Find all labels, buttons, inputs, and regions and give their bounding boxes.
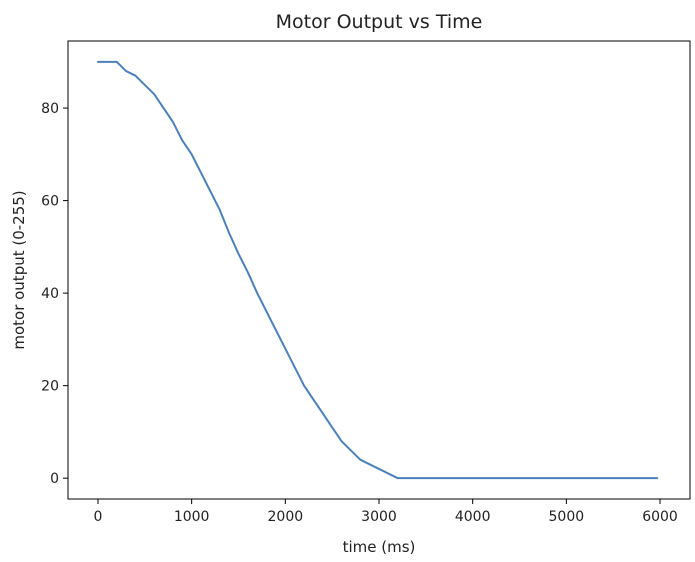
x-tick-label: 3000	[361, 509, 397, 525]
y-axis: 0 20 40 60 80	[41, 101, 68, 487]
y-tick-label: 40	[41, 286, 59, 302]
y-tick-label: 0	[50, 471, 59, 487]
x-axis-label: time (ms)	[343, 538, 416, 556]
x-tick-label: 5000	[549, 509, 585, 525]
y-tick-label: 80	[41, 101, 59, 117]
series-line	[96, 60, 659, 480]
x-axis: 0 1000 2000 3000 4000 5000 6000	[94, 499, 678, 525]
x-tick-label: 2000	[268, 509, 304, 525]
x-tick-label: 4000	[455, 509, 491, 525]
y-tick-label: 60	[41, 194, 59, 210]
chart-title: Motor Output vs Time	[276, 11, 483, 33]
x-tick-label: 1000	[174, 509, 210, 525]
x-tick-label: 0	[94, 509, 103, 525]
y-axis-label: motor output (0-255)	[10, 190, 28, 349]
plot-area	[96, 60, 659, 480]
x-tick-label: 6000	[642, 509, 678, 525]
axes-frame	[67, 40, 691, 500]
y-tick-label: 20	[41, 379, 59, 395]
